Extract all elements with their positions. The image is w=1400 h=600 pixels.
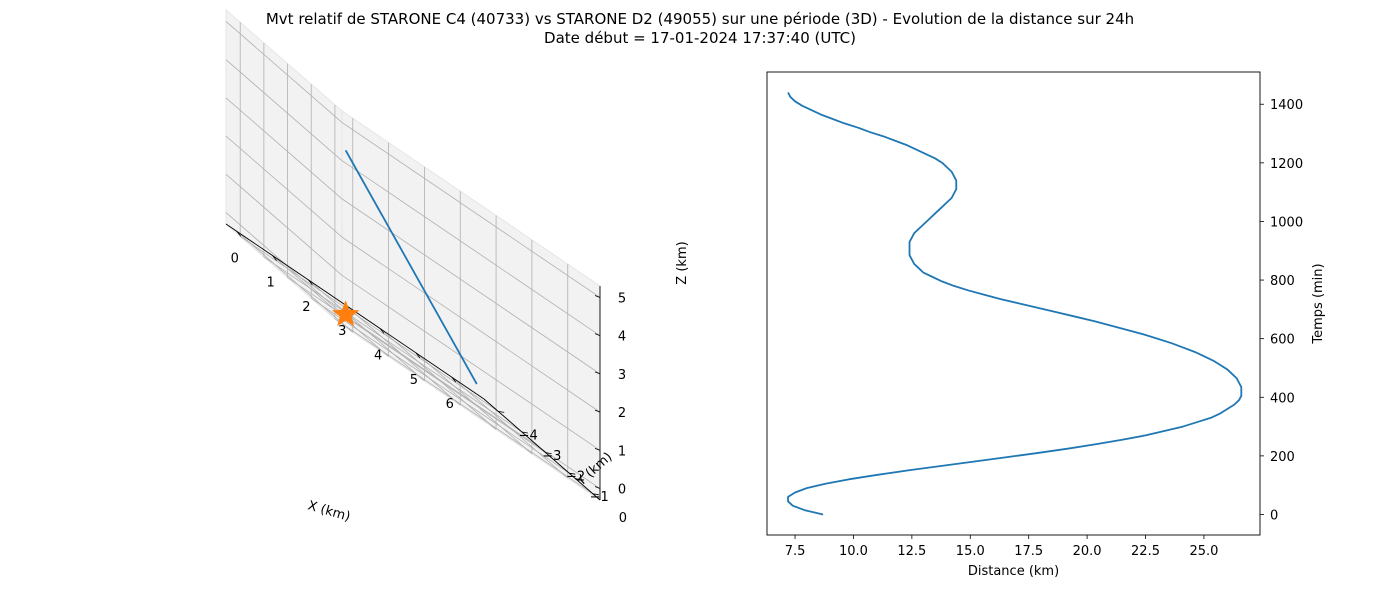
x-tick-label: 20.0 xyxy=(1073,544,1102,559)
distance-curve xyxy=(787,92,1243,516)
z-tick xyxy=(594,333,601,337)
y-tick xyxy=(569,472,576,475)
x-tick-label: 10.0 xyxy=(839,544,868,559)
y-tick-label: −2 xyxy=(566,470,585,485)
gridline-x-floor xyxy=(236,230,354,333)
plot-frame xyxy=(766,71,1261,536)
gridline-z-back xyxy=(341,122,601,298)
gridline-z-left xyxy=(225,135,343,238)
x-tick xyxy=(308,279,313,286)
gridline-z-back xyxy=(341,274,601,451)
y-tick-label: 1400 xyxy=(1270,98,1303,113)
y-tick-label: 1000 xyxy=(1270,215,1303,230)
x-tick-label: 7.5 xyxy=(785,544,806,559)
x-tick-label: 4 xyxy=(374,349,382,364)
z-axis-label: Z (km) xyxy=(675,241,690,284)
y-tick xyxy=(545,452,552,454)
y-tick-label: 800 xyxy=(1270,274,1295,289)
x-tick xyxy=(236,231,242,237)
z-tick-label: 4 xyxy=(618,330,626,345)
y-tick xyxy=(498,410,505,413)
z-tick xyxy=(594,295,601,298)
plot-distance-vs-time: 7.5 10.0 12.5 15.0 17.5 20.0 22.5 25.0 0 200 400 60… xyxy=(766,71,1326,579)
y-axis-line xyxy=(483,398,601,501)
x-tick-label: 22.5 xyxy=(1131,544,1160,559)
x-tick xyxy=(379,328,385,334)
figure-title-line2: Date début = 17-01-2024 17:37:40 (UTC) xyxy=(544,29,856,47)
y-tick-label: 400 xyxy=(1270,391,1295,406)
x-tick-label: 15.0 xyxy=(956,544,985,559)
gridline-x-floor xyxy=(272,255,389,357)
gridline-z-back xyxy=(341,198,601,375)
z-tick-label: 1 xyxy=(618,444,626,459)
x-tick-label: 5 xyxy=(410,373,418,388)
y-tick-label: 0 xyxy=(619,511,627,526)
x-tick xyxy=(415,352,421,359)
origin-star-marker xyxy=(331,300,360,327)
gridline-y-floor xyxy=(263,256,523,433)
gridline-z-left xyxy=(225,174,343,276)
y-tick-label: −4 xyxy=(519,428,538,443)
pane-back xyxy=(341,110,601,501)
gridline-z-back xyxy=(341,313,601,489)
z-tick xyxy=(594,447,601,451)
y-tick-label: −1 xyxy=(590,490,609,505)
x-tick-label: 1 xyxy=(266,276,274,291)
x-tick-label: 3 xyxy=(338,324,346,339)
x-axis-label: X (km) xyxy=(306,498,352,524)
gridline-y-floor xyxy=(239,236,499,412)
y-tick-label: 600 xyxy=(1270,333,1295,348)
gridline-z-back xyxy=(341,236,601,413)
y-tick-label: 200 xyxy=(1270,450,1295,465)
figure-title-line1: Mvt relatif de STARONE C4 (40733) vs STA… xyxy=(265,10,1135,28)
y-tick-label: −3 xyxy=(542,449,561,464)
z-tick-label: 0 xyxy=(618,483,626,498)
figure-title: Mvt relatif de STARONE C4 (40733) vs STA… xyxy=(0,10,1400,48)
x-tick xyxy=(272,255,277,261)
gridline-z-left xyxy=(225,59,343,161)
y-tick-label: 1200 xyxy=(1270,157,1303,172)
trajectory-line xyxy=(344,149,478,385)
pane-left xyxy=(225,8,343,327)
z-tick xyxy=(594,486,601,489)
x-tick-label: 17.5 xyxy=(1014,544,1043,559)
z-tick xyxy=(594,371,601,375)
z-tick xyxy=(594,409,601,413)
y-axis-label: Temps (min) xyxy=(1311,263,1326,344)
z-tick-label: 2 xyxy=(618,406,626,421)
x-tick-label: 12.5 xyxy=(897,544,926,559)
x-axis-label: Distance (km) xyxy=(968,564,1059,579)
gridline-z-left xyxy=(225,21,343,123)
gridline-z-back xyxy=(341,160,601,337)
gridline-y-floor xyxy=(287,277,546,453)
z-tick-label: 5 xyxy=(618,291,626,306)
y-tick-label: 0 xyxy=(1270,508,1278,523)
x-tick-label: 0 xyxy=(231,251,239,266)
x-tick-label: 2 xyxy=(302,300,310,315)
gridline-y-floor xyxy=(334,318,594,495)
y-tick xyxy=(521,431,528,434)
z-tick-label: 3 xyxy=(618,368,626,383)
x-tick-label: 25.0 xyxy=(1189,544,1218,559)
x-tick-label: 6 xyxy=(446,397,454,412)
gridline-y-floor xyxy=(310,297,570,474)
y-tick xyxy=(592,493,599,496)
x-tick xyxy=(451,376,457,383)
gridline-z-left xyxy=(225,97,343,200)
